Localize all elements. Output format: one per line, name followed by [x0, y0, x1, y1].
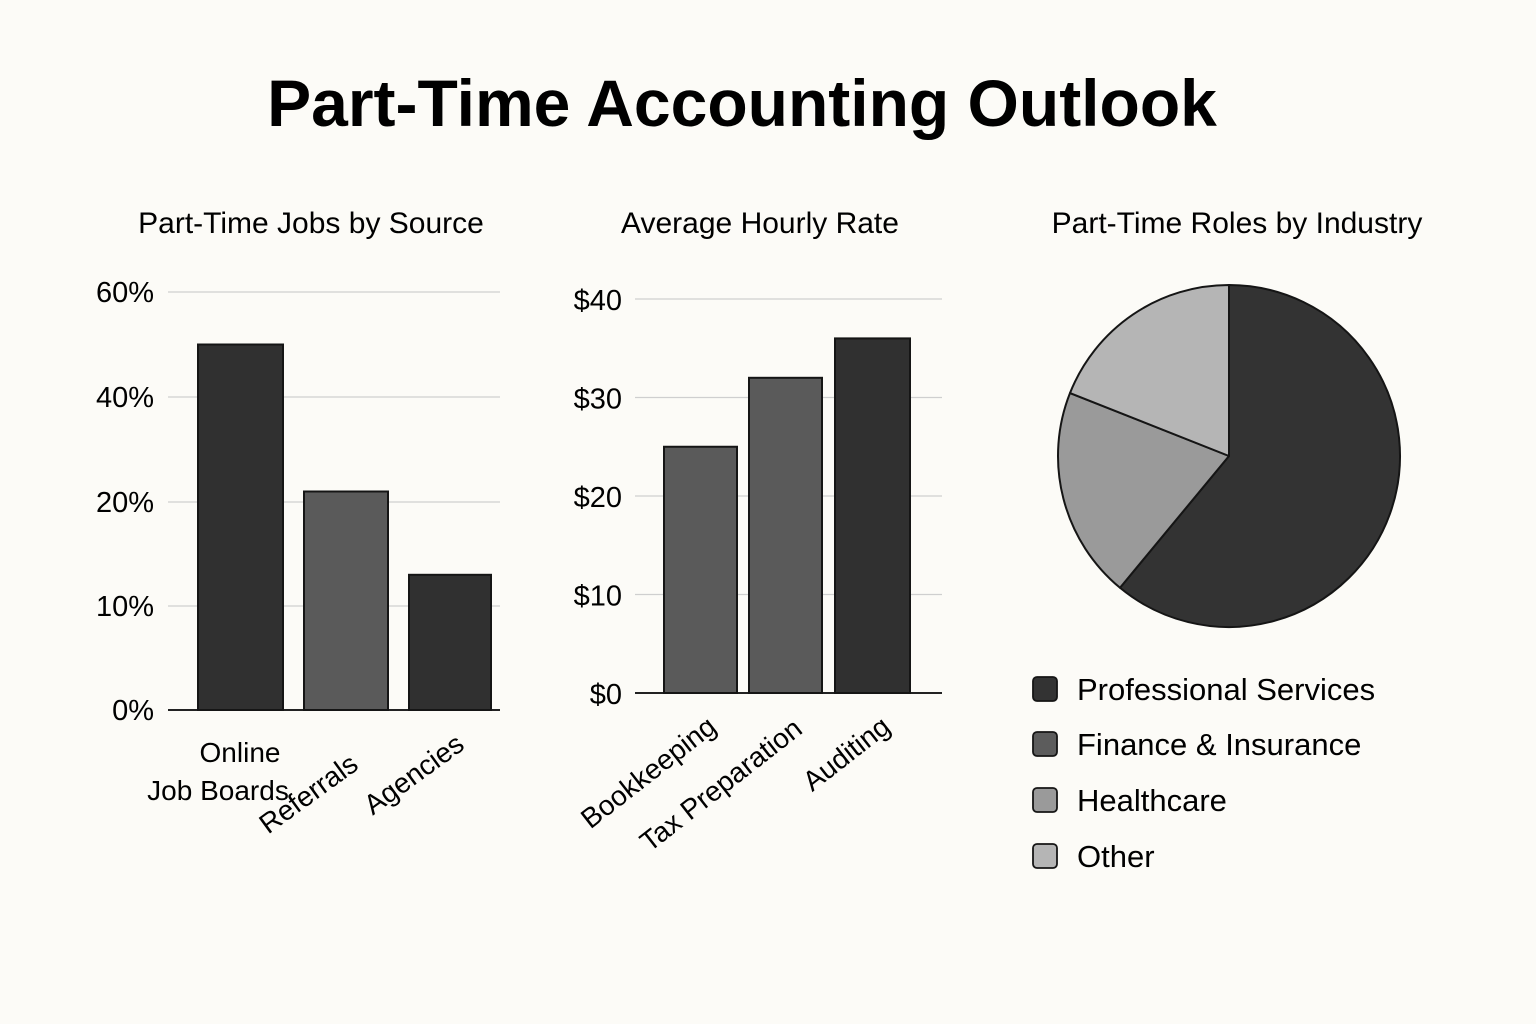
legend-swatch [1032, 787, 1058, 813]
hourly-rate-title: Average Hourly Rate [621, 207, 899, 240]
x-category-label: Auditing [797, 710, 896, 797]
y-tick-label: $0 [590, 679, 622, 711]
bar-agencies [408, 573, 492, 711]
legend-label: Finance & Insurance [1077, 727, 1361, 762]
main-title: Part-Time Accounting Outlook [267, 66, 1217, 140]
legend-swatch [1032, 676, 1058, 702]
y-tick-label: 0% [112, 695, 154, 727]
roles-by-industry-title: Part-Time Roles by Industry [1052, 207, 1423, 240]
slice-other [1069, 284, 1230, 457]
slice-professional-services [1119, 284, 1401, 628]
legend-swatch [1032, 731, 1058, 757]
bar-tax-preparation [748, 376, 823, 694]
x-category-label: Online Job Boards [147, 737, 289, 806]
y-tick-label: $10 [574, 581, 622, 613]
legend-item-healthcare: Healthcare [1032, 783, 1227, 818]
jobs-by-source-title: Part-Time Jobs by Source [138, 207, 484, 240]
legend-label: Other [1077, 839, 1155, 874]
legend-item-professional-services: Professional Services [1032, 672, 1375, 707]
y-tick-label: $30 [574, 384, 622, 416]
y-tick-label: 20% [96, 487, 154, 519]
legend-item-finance-insurance: Finance & Insurance [1032, 727, 1361, 762]
hourly-rate-chart: Average Hourly Rate $0$10$20$30$40 Bookk… [574, 207, 942, 857]
slice-healthcare [1057, 392, 1230, 589]
legend-label: Professional Services [1077, 672, 1375, 707]
y-tick-label: $20 [574, 482, 622, 514]
y-tick-label: 40% [96, 382, 154, 414]
bar-online-job-boards [197, 343, 284, 711]
bar-auditing [834, 337, 911, 694]
y-tick-label: 60% [96, 277, 154, 309]
jobs-by-source-chart: Part-Time Jobs by Source 0%10%20%40%60% … [96, 207, 500, 840]
legend-label: Healthcare [1077, 783, 1227, 818]
bar-referrals [303, 490, 389, 711]
y-tick-label: $40 [574, 285, 622, 317]
legend-item-other: Other [1032, 839, 1155, 874]
y-tick-label: 10% [96, 591, 154, 623]
bar-bookkeeping [663, 445, 738, 694]
roles-by-industry-chart: Part-Time Roles by Industry Professional… [1032, 207, 1423, 874]
legend-swatch [1032, 843, 1058, 869]
x-category-label: Agencies [358, 728, 469, 821]
